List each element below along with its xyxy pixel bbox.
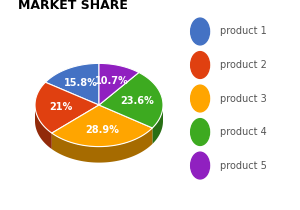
- Circle shape: [191, 152, 209, 179]
- Circle shape: [191, 85, 209, 112]
- Text: product 3: product 3: [220, 93, 267, 104]
- Text: 10.7%: 10.7%: [95, 76, 128, 87]
- Text: 28.9%: 28.9%: [85, 125, 119, 135]
- Text: product 5: product 5: [220, 160, 267, 171]
- Polygon shape: [35, 105, 52, 149]
- Text: product 1: product 1: [220, 26, 267, 37]
- Text: product 4: product 4: [220, 127, 267, 137]
- Text: 23.6%: 23.6%: [120, 96, 154, 106]
- Text: product 2: product 2: [220, 60, 267, 70]
- Circle shape: [191, 119, 209, 145]
- Text: 21%: 21%: [49, 102, 72, 112]
- Polygon shape: [99, 63, 139, 105]
- Polygon shape: [99, 72, 163, 128]
- Text: MARKET SHARE: MARKET SHARE: [18, 0, 128, 12]
- Text: 15.8%: 15.8%: [64, 78, 98, 88]
- Polygon shape: [52, 128, 152, 163]
- Circle shape: [191, 18, 209, 45]
- Polygon shape: [52, 105, 152, 147]
- Polygon shape: [152, 105, 163, 144]
- Circle shape: [191, 52, 209, 78]
- Polygon shape: [45, 63, 99, 105]
- Polygon shape: [35, 82, 99, 133]
